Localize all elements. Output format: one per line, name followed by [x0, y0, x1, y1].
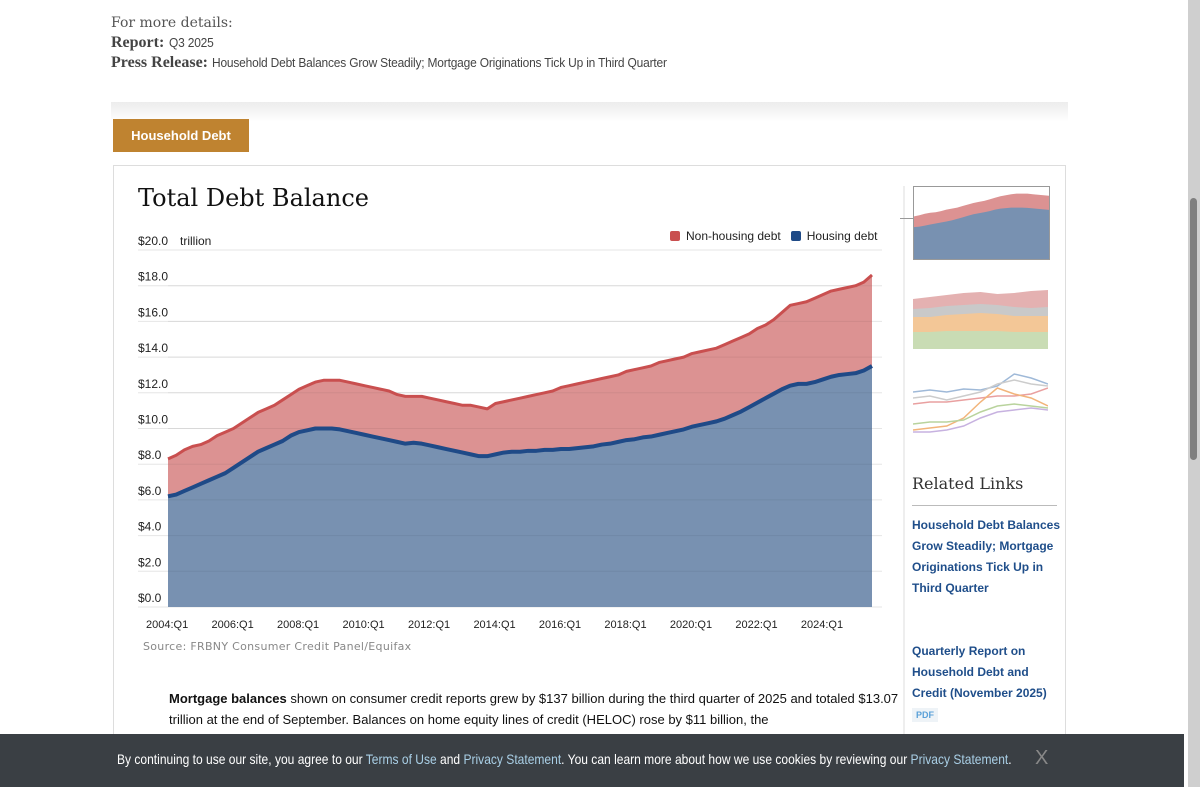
body-paragraph: Mortgage balances shown on consumer cred… [169, 688, 899, 730]
thumbnail-total-debt[interactable] [913, 186, 1050, 260]
related-link-quarterly-report[interactable]: Quarterly Report on Household Debt and C… [912, 641, 1062, 725]
x-tick-label: 2020:Q1 [670, 619, 712, 631]
y-tick-label: $2.0 [138, 555, 162, 569]
thumb-series-line [913, 407, 1048, 433]
related-link-quarterly-report-label: Quarterly Report on Household Debt and C… [912, 644, 1047, 700]
y-tick-label: $20.0 [138, 234, 168, 248]
terms-of-use-link[interactable]: Terms of Use [365, 751, 437, 767]
report-link[interactable]: Q3 2025 [168, 35, 214, 50]
press-release-label: Press Release: [111, 54, 208, 71]
thumb-housing-area [914, 207, 1049, 259]
thumb-series-line [913, 379, 1048, 401]
y-tick-label: $6.0 [138, 484, 162, 498]
x-tick-label: 2024:Q1 [801, 619, 843, 631]
related-links-title: Related Links [912, 474, 1024, 493]
close-cookie-icon[interactable]: X [1035, 747, 1049, 769]
y-tick-label: $10.0 [138, 413, 168, 427]
x-tick-label: 2016:Q1 [539, 619, 581, 631]
section-divider [111, 102, 1068, 122]
y-tick-label: $14.0 [138, 341, 168, 355]
related-links-divider [912, 505, 1057, 506]
related-link-press-release[interactable]: Household Debt Balances Grow Steadily; M… [912, 518, 1061, 595]
legend-housing[interactable]: Housing debt [790, 229, 878, 243]
housing-line [167, 364, 873, 499]
pdf-badge: PDF [912, 708, 938, 722]
page-scrollbar[interactable] [1188, 0, 1200, 787]
cookie-text-2: and [436, 751, 464, 767]
cookie-text-1: By continuing to use our site, you agree… [117, 751, 366, 767]
y-tick-label: $8.0 [138, 448, 162, 462]
x-tick-label: 2004:Q1 [146, 619, 188, 631]
privacy-statement-link-2[interactable]: Privacy Statement [910, 751, 1009, 767]
x-tick-label: 2008:Q1 [277, 619, 319, 631]
y-tick-label: $16.0 [138, 305, 168, 319]
privacy-statement-link[interactable]: Privacy Statement [463, 751, 562, 767]
y-tick-label: $0.0 [138, 591, 162, 605]
chart-source: Source: FRBNY Consumer Credit Panel/Equi… [143, 640, 412, 653]
cookie-text-3: . You can learn more about how we use co… [561, 751, 911, 767]
tab-household-debt[interactable]: Household Debt [113, 119, 249, 152]
thumb-series-line [913, 373, 1048, 393]
sidebar-rule [903, 186, 905, 736]
active-thumbnail-indicator [900, 218, 913, 219]
thumb-series-line [913, 387, 1048, 431]
details-intro: For more details: [111, 15, 233, 31]
report-label: Report: [111, 34, 165, 51]
legend-non-housing[interactable]: Non-housing debt [670, 229, 781, 243]
legend-label-non-housing: Non-housing debt [686, 229, 781, 243]
y-tick-label: $4.0 [138, 520, 162, 534]
y-tick-label: $12.0 [138, 377, 168, 391]
chart-title: Total Debt Balance [138, 184, 369, 212]
thumb-series-line [913, 387, 1048, 405]
x-tick-label: 2006:Q1 [211, 619, 253, 631]
x-tick-label: 2012:Q1 [408, 619, 450, 631]
total-debt-chart[interactable]: $0.0 $2.0 $4.0 $6.0 $8.0 $10.0 $12.0 $14.0 $16.0… [130, 230, 890, 640]
legend-swatch-non-housing [670, 231, 680, 241]
x-tick-label: 2018:Q1 [604, 619, 646, 631]
legend-label-housing: Housing debt [806, 229, 878, 243]
x-tick-label: 2014:Q1 [473, 619, 515, 631]
thumbnail-debt-composition[interactable] [913, 277, 1048, 349]
cookie-banner: By continuing to use our site, you agree… [0, 734, 1184, 787]
press-release-link[interactable]: Household Debt Balances Grow Steadily; M… [212, 55, 668, 70]
body-bold-lead: Mortgage balances [169, 691, 287, 706]
y-tick-label: $18.0 [138, 270, 168, 284]
thumbnail-line-series[interactable] [913, 366, 1048, 438]
cookie-text-4: . [1008, 751, 1012, 767]
legend-swatch-housing [790, 231, 801, 241]
scrollbar-thumb[interactable] [1190, 198, 1197, 460]
x-tick-label: 2022:Q1 [735, 619, 777, 631]
details-block: For more details: Report: Q3 2025 Press … [111, 14, 707, 73]
body-text: shown on consumer credit reports grew by… [169, 691, 899, 727]
thumb-series-line [913, 403, 1048, 425]
thumb-composition-band [913, 331, 1048, 349]
chart-legend: Non-housing debt Housing debt [670, 229, 877, 243]
x-tick-label: 2010:Q1 [342, 619, 384, 631]
y-axis-unit: trillion [180, 234, 211, 248]
cookie-text: By continuing to use our site, you agree… [117, 751, 1012, 767]
non-housing-line [167, 273, 873, 461]
